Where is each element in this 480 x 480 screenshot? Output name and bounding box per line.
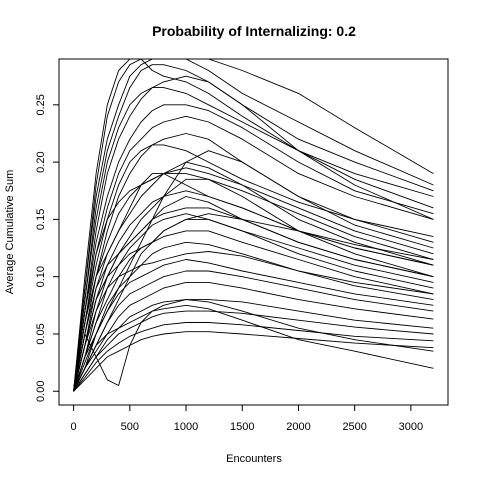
series-line — [73, 299, 434, 392]
series-line — [73, 150, 434, 392]
series-line — [73, 299, 434, 392]
series-line — [73, 331, 434, 392]
x-tick-label: 0 — [71, 421, 77, 433]
series-line — [73, 59, 434, 392]
series-line — [73, 115, 434, 392]
series-line — [73, 59, 434, 392]
series-line — [73, 281, 434, 392]
series-line — [73, 167, 434, 392]
y-axis: 0.00 0.05 0.10 0.15 0.20 0.25 — [35, 94, 60, 402]
series-line — [73, 75, 434, 392]
series-line — [73, 241, 434, 392]
plot-frame — [58, 58, 449, 406]
series-line — [73, 213, 434, 392]
series-line — [73, 190, 434, 392]
series-line — [73, 251, 434, 392]
y-tick-label: 0.00 — [35, 381, 47, 402]
series-line — [73, 64, 434, 392]
chart-title: Probability of Internalizing: 0.2 — [152, 23, 356, 39]
y-tick-label: 0.05 — [35, 323, 47, 344]
y-tick-label: 0.25 — [35, 94, 47, 115]
x-axis-label: Encounters — [226, 453, 282, 465]
series-line — [73, 322, 434, 392]
series-line — [73, 173, 434, 392]
x-tick-label: 3000 — [399, 421, 423, 433]
x-tick-label: 2500 — [342, 421, 366, 433]
series-line — [73, 304, 434, 392]
y-tick-label: 0.20 — [35, 151, 47, 172]
y-tick-label: 0.15 — [35, 209, 47, 230]
series-line — [73, 310, 434, 392]
x-tick-label: 2000 — [286, 421, 310, 433]
series-line — [73, 213, 434, 392]
series-line — [73, 270, 434, 392]
series-line — [73, 59, 434, 392]
plot-lines — [73, 59, 434, 392]
series-line — [73, 230, 434, 392]
x-axis: 0 500 1000 1500 2000 2500 3000 — [71, 404, 423, 433]
x-tick-label: 1000 — [174, 421, 198, 433]
y-axis-label: Average Cumulative Sum — [4, 170, 16, 295]
series-line — [73, 104, 434, 392]
x-tick-label: 500 — [121, 421, 139, 433]
series-line — [73, 161, 434, 392]
x-tick-label: 1500 — [230, 421, 254, 433]
series-line — [73, 196, 434, 392]
y-tick-label: 0.10 — [35, 266, 47, 287]
